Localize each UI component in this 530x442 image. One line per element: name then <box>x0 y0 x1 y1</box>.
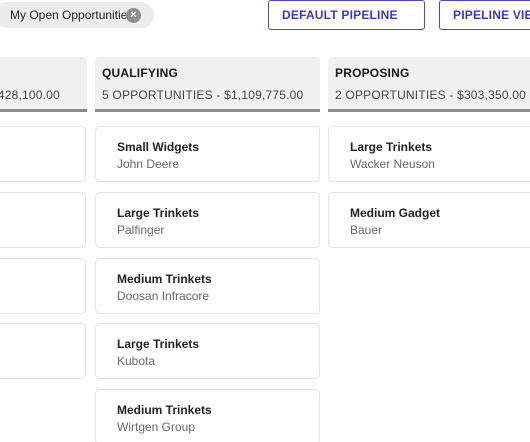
default-pipeline-dropdown[interactable]: DEFAULT PIPELINE <box>268 0 425 30</box>
column-summary: 2 OPPORTUNITIES - $303,350.00 <box>335 88 526 102</box>
column-header-previous: $428,100.00 <box>0 57 87 112</box>
pipeline-view-button[interactable]: PIPELINE VIEW <box>439 0 530 30</box>
opportunity-card[interactable]: Large Trinkets Kubota <box>95 323 320 379</box>
opportunity-card[interactable] <box>0 323 86 379</box>
filter-chip-my-open-opportunities[interactable]: My Open Opportunities × <box>0 2 154 28</box>
filter-chip-label: My Open Opportunities <box>10 8 134 22</box>
column-summary: 5 OPPORTUNITIES - $1,109,775.00 <box>102 88 304 102</box>
default-pipeline-label: DEFAULT PIPELINE <box>282 8 398 22</box>
column-header-qualifying: QUALIFYING 5 OPPORTUNITIES - $1,109,775.… <box>95 57 320 112</box>
card-company: Wirtgen Group <box>117 420 196 434</box>
card-title: Small Widgets <box>117 140 199 154</box>
card-title: Large Trinkets <box>117 337 200 351</box>
opportunity-card[interactable]: Large Trinkets Wacker Neuson <box>328 126 530 182</box>
column-header-proposing: PROPOSING 2 OPPORTUNITIES - $303,350.00 <box>328 57 530 112</box>
opportunity-card[interactable]: Medium Gadget Bauer <box>328 192 530 248</box>
card-company: Bauer <box>350 223 383 237</box>
opportunity-card[interactable] <box>0 258 86 314</box>
column-title: PROPOSING <box>335 66 410 80</box>
column-summary: $428,100.00 <box>0 88 60 102</box>
pipeline-view-label: PIPELINE VIEW <box>453 8 530 22</box>
opportunity-card[interactable]: Medium Trinkets Wirtgen Group <box>95 389 320 442</box>
opportunity-card[interactable]: Medium Trinkets Doosan Infracore <box>95 258 320 314</box>
opportunity-card[interactable]: Large Trinkets Palfinger <box>95 192 320 248</box>
card-company: Wacker Neuson <box>350 157 435 171</box>
chevron-down-icon <box>409 14 411 16</box>
card-company: John Deere <box>117 157 180 171</box>
card-title: Medium Trinkets <box>117 272 212 286</box>
card-company: Palfinger <box>117 223 165 237</box>
card-title: Medium Gadget <box>350 206 441 220</box>
card-company: Doosan Infracore <box>117 289 210 303</box>
card-company: Kubota <box>117 354 156 368</box>
column-title: QUALIFYING <box>102 66 178 80</box>
opportunity-card[interactable] <box>0 192 86 248</box>
card-title: Large Trinkets <box>117 206 200 220</box>
card-title: Large Trinkets <box>350 140 433 154</box>
close-circle-icon[interactable]: × <box>126 8 141 23</box>
opportunity-card[interactable]: Small Widgets John Deere <box>95 126 320 182</box>
column-title <box>0 66 87 80</box>
opportunity-card[interactable] <box>0 126 86 182</box>
card-title: Medium Trinkets <box>117 403 212 417</box>
